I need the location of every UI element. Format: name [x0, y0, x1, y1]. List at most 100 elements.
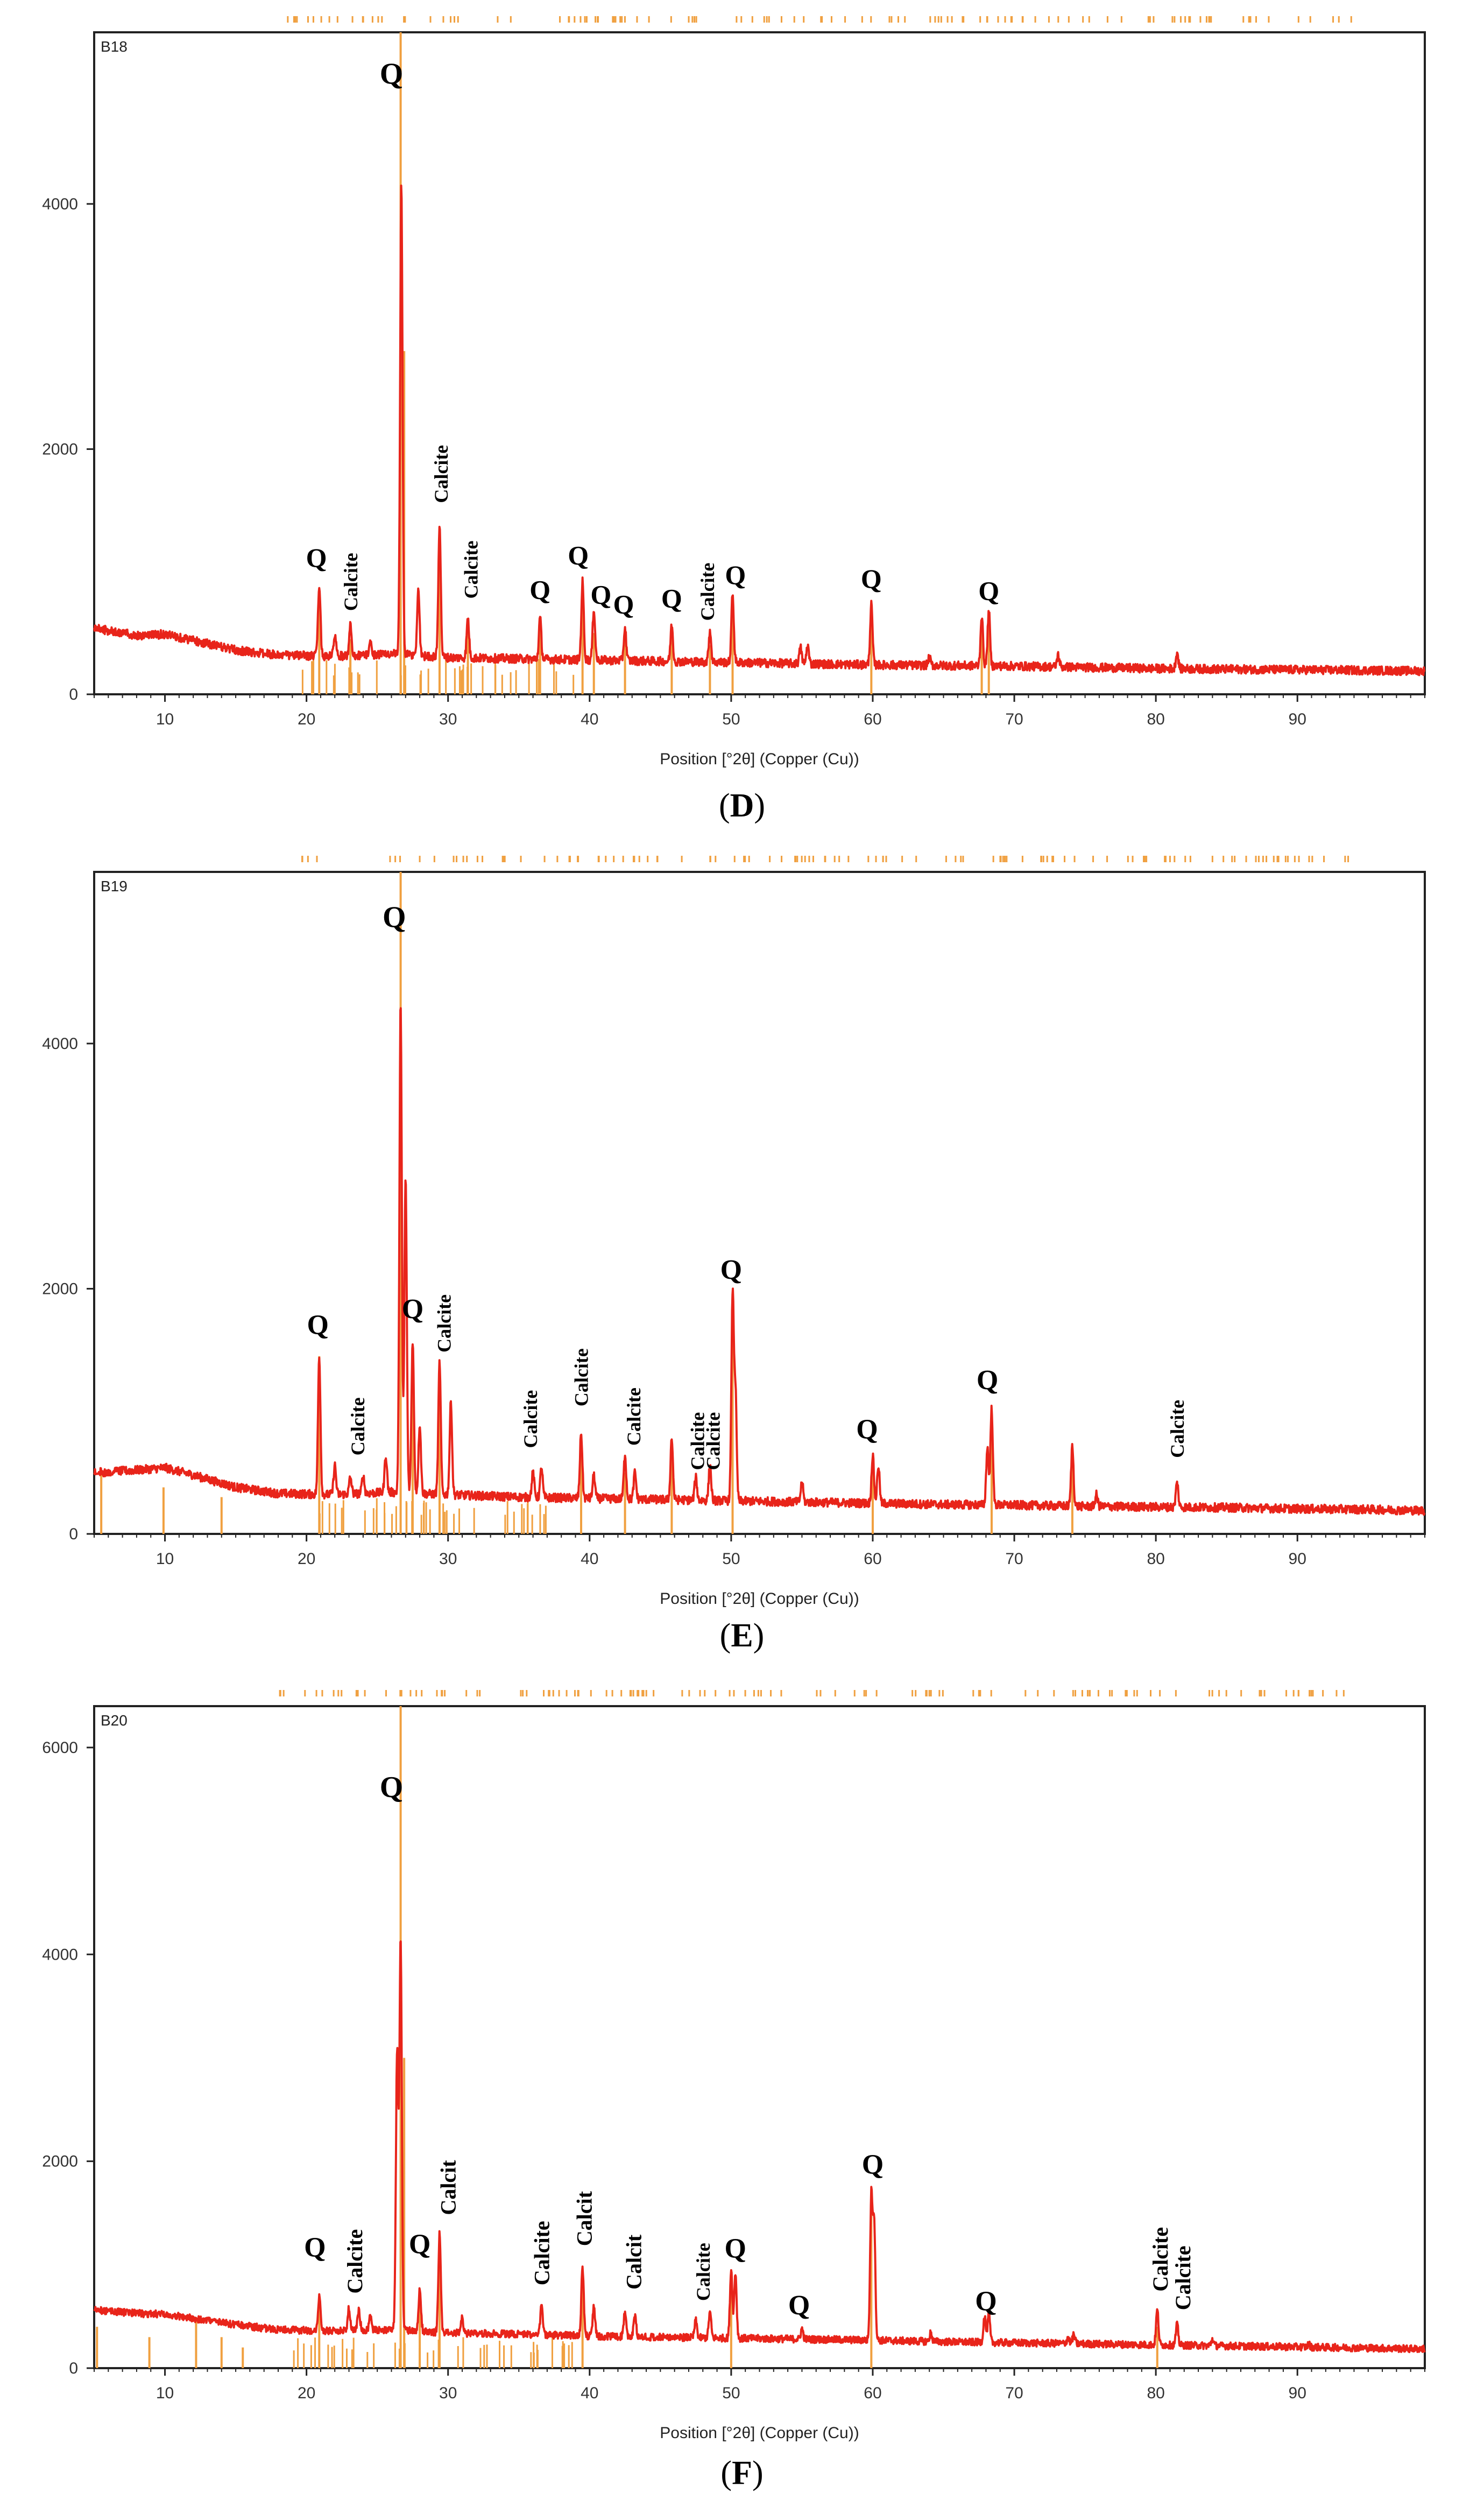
quartz-label: Q — [975, 2286, 997, 2316]
sample-label: B19 — [101, 878, 128, 895]
x-tick-label: 70 — [1005, 710, 1023, 728]
quartz-label: Q — [862, 2150, 884, 2180]
x-tick-label: 80 — [1147, 710, 1164, 728]
reference-tick-strip — [279, 1690, 1345, 1696]
x-tick-label: 50 — [722, 710, 740, 728]
plot-frame — [93, 31, 1426, 695]
xrd-chart-b18: 10 20 30 40 50 60 70 80 90 0 2000 4000 Position [°2θ… — [42, 16, 1426, 768]
x-tick-label: 70 — [1005, 1550, 1023, 1568]
calcite-label: Calcite — [687, 1412, 708, 1470]
calcite-label: Calcite — [692, 2243, 714, 2301]
x-tick-label: 40 — [581, 2384, 598, 2402]
y-tick-label: 4000 — [42, 195, 78, 213]
x-tick-label: 40 — [581, 710, 598, 728]
x-tick-label: 60 — [864, 710, 881, 728]
x-tick-label: 60 — [864, 1550, 881, 1568]
quartz-label: Q — [720, 1255, 742, 1285]
calcite-label: Calcite — [433, 1294, 455, 1353]
calcite-label: Calcite — [697, 562, 718, 621]
xrd-chart-b20: 10 20 30 40 50 60 70 80 90 0 2000 4000 6000 Position … — [42, 1690, 1426, 2442]
quartz-label: Q — [978, 576, 999, 606]
reference-lines — [100, 872, 1073, 1534]
y-tick-label: 6000 — [42, 1739, 78, 1757]
quartz-label: Q — [661, 583, 682, 613]
x-tick-label: 20 — [298, 710, 315, 728]
intensity-trace — [93, 1007, 1426, 1516]
calcite-label: Calcit — [436, 2160, 461, 2215]
y-tick-label: 2000 — [42, 440, 78, 458]
quartz-label: Q — [568, 540, 589, 571]
x-tick-label: 90 — [1289, 710, 1306, 728]
quartz-label: Q — [725, 560, 746, 590]
x-axis-title: Position [°2θ] (Copper (Cu)) — [660, 2424, 859, 2442]
reference-tick-strip — [287, 16, 1352, 23]
y-tick-label: 0 — [69, 686, 78, 703]
x-tick-label: 10 — [156, 710, 174, 728]
sample-label: B20 — [101, 1712, 128, 1729]
calcite-label: Calcit — [621, 2234, 646, 2290]
x-tick-label: 10 — [156, 1550, 174, 1568]
calcite-label: Calcite — [1171, 2245, 1195, 2310]
quartz-label: Q — [380, 58, 404, 91]
plot-frame — [93, 871, 1426, 1535]
x-tick-label: 90 — [1289, 2384, 1306, 2402]
calcite-label: Calcite — [1167, 1400, 1188, 1458]
y-tick-label: 4000 — [42, 1035, 78, 1053]
calcite-label: Calcite — [430, 445, 452, 503]
calcite-label: Calcite — [343, 2229, 367, 2294]
y-tick-label: 0 — [69, 1525, 78, 1543]
x-tick-label: 10 — [156, 2384, 174, 2402]
x-tick-label: 80 — [1147, 2384, 1164, 2402]
x-tick-label: 90 — [1289, 1550, 1306, 1568]
caption-e: (E) — [719, 1617, 765, 1654]
plot-frame — [93, 1705, 1426, 2369]
y-tick-label: 4000 — [42, 1946, 78, 1963]
chart-panel-d: 10 20 30 40 50 60 70 80 90 0 2000 4000 Position [°2θ… — [0, 0, 1484, 840]
y-tick-label: 2000 — [42, 2153, 78, 2171]
x-tick-label: 50 — [722, 2384, 740, 2402]
intensity-trace — [93, 184, 1426, 677]
quartz-label: Q — [977, 1365, 998, 1396]
chart-panel-e: 10 20 30 40 50 60 70 80 90 0 2000 4000 Position [°2θ… — [0, 840, 1484, 1674]
calcite-label: Calcite — [460, 540, 482, 598]
calcite-label: Calcite — [1148, 2227, 1172, 2292]
quartz-label: Q — [402, 1294, 423, 1325]
caption-f: (F) — [720, 2455, 764, 2491]
quartz-label: Q — [306, 543, 327, 573]
quartz-label: Q — [613, 589, 634, 619]
sample-label: B18 — [101, 38, 128, 55]
x-axis-title: Position [°2θ] (Copper (Cu)) — [660, 1590, 859, 1608]
y-tick-label: 2000 — [42, 1280, 78, 1298]
quartz-label: Q — [383, 901, 406, 934]
quartz-label: Q — [529, 574, 550, 604]
y-tick-label: 0 — [69, 2360, 78, 2377]
calcite-label: Calcite — [340, 553, 362, 611]
quartz-label: Q — [304, 2232, 326, 2263]
xrd-chart-b19: 10 20 30 40 50 60 70 80 90 0 2000 4000 Position [°2θ… — [42, 856, 1426, 1608]
quartz-label: Q — [856, 1414, 878, 1445]
quartz-label: Q — [725, 2233, 746, 2264]
quartz-label: Q — [861, 564, 882, 594]
x-tick-label: 50 — [722, 1550, 740, 1568]
calcite-label: Calcite — [623, 1388, 645, 1446]
quartz-label: Q — [307, 1310, 328, 1341]
intensity-trace — [93, 1940, 1426, 2354]
quartz-label: Q — [788, 2290, 810, 2321]
x-axis-title: Position [°2θ] (Copper (Cu)) — [660, 750, 859, 768]
chart-panel-f: 10 20 30 40 50 60 70 80 90 0 2000 4000 6000 Position … — [0, 1674, 1484, 2507]
x-tick-label: 30 — [439, 1550, 457, 1568]
caption-d: (D) — [718, 787, 766, 824]
x-tick-label: 20 — [298, 1550, 315, 1568]
quartz-label: Q — [409, 2229, 430, 2260]
quartz-label: Q — [380, 1771, 404, 1804]
x-tick-label: 60 — [864, 2384, 881, 2402]
x-tick-label: 40 — [581, 1550, 598, 1568]
reference-tick-strip — [301, 856, 1349, 862]
x-tick-label: 30 — [439, 2384, 457, 2402]
calcite-label: Calcite — [520, 1390, 541, 1448]
x-tick-label: 20 — [298, 2384, 315, 2402]
x-tick-label: 70 — [1005, 2384, 1023, 2402]
quartz-label: Q — [590, 579, 611, 609]
calcite-label: Calcite — [529, 2221, 554, 2285]
x-tick-label: 30 — [439, 710, 457, 728]
